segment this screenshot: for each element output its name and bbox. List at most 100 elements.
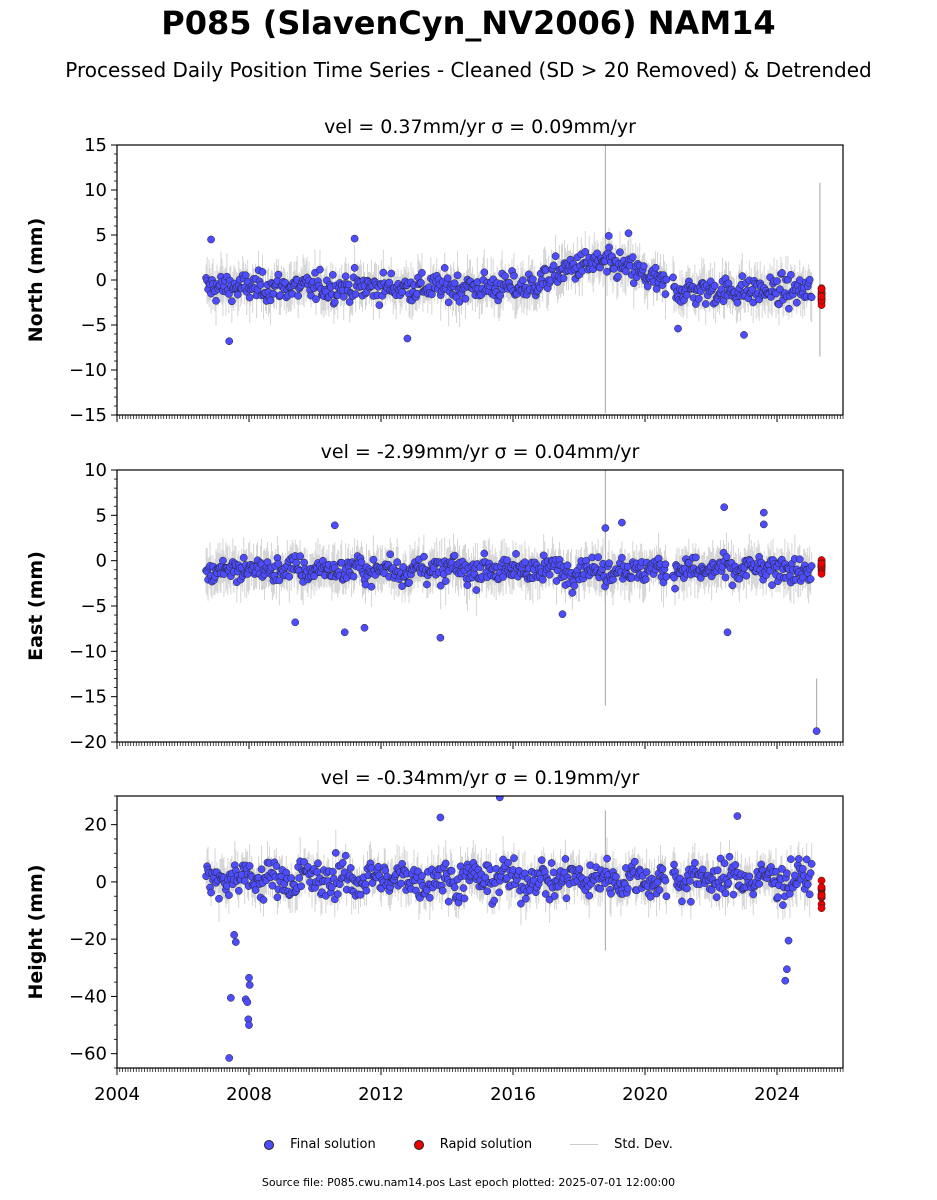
final-point [386, 550, 395, 559]
final-point [331, 849, 340, 857]
y-axis-label: Height (mm) [25, 864, 47, 999]
final-point [787, 270, 795, 279]
final-point-outlier [436, 813, 445, 822]
final-point-outlier [740, 331, 748, 339]
final-point [794, 855, 803, 863]
final-solution-points [202, 503, 821, 735]
final-point [480, 549, 489, 558]
panel-title: vel = -0.34mm/yr σ = 0.19mm/yr [321, 767, 640, 789]
final-point [420, 552, 428, 561]
final-point [241, 271, 250, 280]
y-tick-label: −20 [69, 732, 107, 753]
final-point [295, 874, 304, 882]
final-point [603, 854, 611, 863]
final-point [490, 896, 499, 905]
final-point [541, 890, 550, 898]
final-point [690, 858, 699, 867]
final-point [263, 558, 272, 566]
final-point-outlier [360, 623, 369, 632]
final-point [614, 272, 622, 281]
final-point [453, 271, 462, 280]
final-point [328, 271, 337, 279]
final-point [450, 883, 459, 892]
y-tick-label: 10 [84, 460, 107, 481]
final-point [701, 300, 710, 308]
final-point [773, 277, 781, 285]
final-point [694, 294, 703, 303]
final-point [618, 553, 626, 562]
legend-label-std: Std. Dev. [614, 1137, 673, 1152]
final-point [273, 893, 282, 902]
final-point [423, 580, 431, 589]
final-point [338, 858, 347, 867]
final-point [357, 558, 366, 567]
rapid-point [817, 883, 826, 891]
final-point [778, 269, 786, 277]
final-point [369, 555, 378, 564]
final-point [670, 860, 678, 869]
final-point [778, 864, 786, 873]
y-tick-label: −10 [69, 360, 107, 381]
final-point [568, 588, 577, 597]
final-point [738, 272, 747, 280]
final-point [570, 581, 579, 590]
final-point [561, 855, 570, 863]
final-point-outlier [495, 796, 504, 802]
final-point [683, 884, 691, 893]
final-point [517, 899, 525, 908]
final-point [722, 553, 731, 561]
final-point [234, 886, 243, 895]
final-point [483, 887, 492, 896]
final-point [257, 865, 266, 874]
final-point [729, 890, 738, 899]
rapid-point [817, 570, 826, 578]
legend-label-rapid: Rapid solution [439, 1137, 533, 1152]
final-point [447, 866, 456, 875]
final-point [596, 884, 604, 893]
final-point [628, 253, 637, 261]
final-point [585, 891, 594, 900]
final-point [212, 296, 220, 305]
final-point [787, 855, 795, 864]
final-point-outlier [243, 998, 252, 1006]
final-point [539, 551, 548, 560]
final-point [790, 871, 799, 880]
axes-frame [116, 469, 844, 743]
final-point [397, 879, 405, 888]
final-point [805, 275, 814, 284]
final-point [728, 581, 737, 590]
final-point [463, 581, 472, 590]
final-point [418, 872, 426, 880]
final-point [551, 252, 560, 261]
final-point [438, 886, 447, 895]
final-point [658, 865, 667, 873]
final-point [724, 879, 733, 888]
y-tick-label: 0 [96, 270, 107, 291]
final-point [274, 559, 283, 568]
final-point-outlier [330, 521, 339, 530]
final-point [678, 897, 686, 906]
legend-item-rapid: Rapid solution [413, 1137, 533, 1152]
final-point [440, 264, 449, 272]
final-point [259, 896, 268, 904]
final-point [266, 296, 275, 305]
y-tick-label: −5 [80, 596, 107, 617]
axes-frame [116, 795, 844, 1069]
final-point [521, 558, 529, 567]
final-point [603, 267, 611, 276]
final-point [330, 298, 339, 306]
final-point [512, 550, 520, 558]
y-tick-label: 5 [96, 225, 107, 246]
x-tick-label: 2008 [226, 1084, 272, 1105]
final-point [296, 552, 304, 561]
final-point [245, 862, 254, 870]
final-point [503, 556, 511, 565]
x-tick-label: 2024 [754, 1084, 800, 1105]
final-point [641, 575, 650, 584]
final-point [522, 894, 530, 903]
final-point [686, 877, 694, 885]
x-tick-label: 2004 [94, 1084, 140, 1105]
y-tick-label: −15 [69, 687, 107, 708]
final-point-outlier [225, 1054, 234, 1062]
final-point-outlier [784, 936, 793, 945]
